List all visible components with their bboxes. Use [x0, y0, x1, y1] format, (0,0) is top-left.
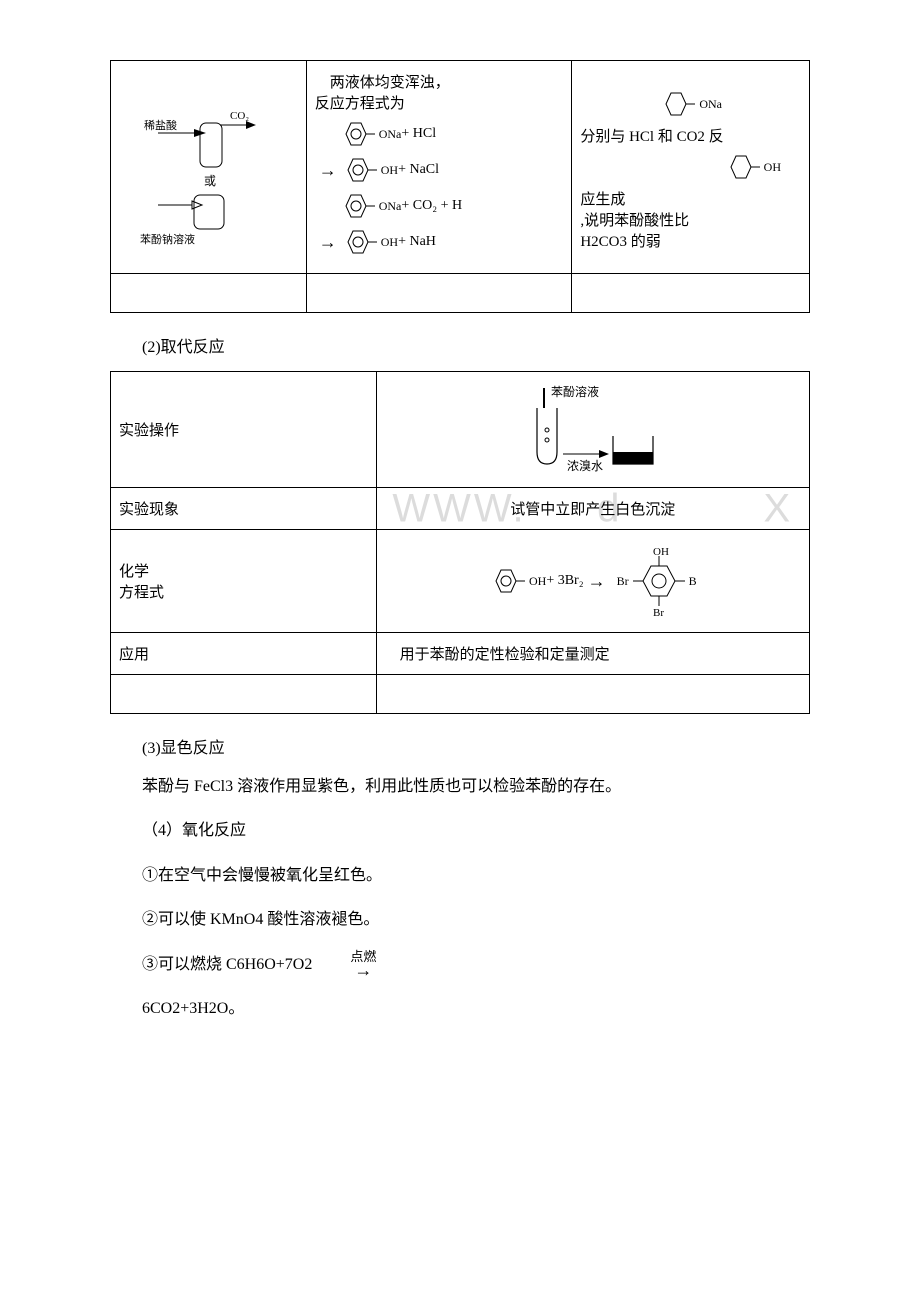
tube-svg: 稀盐酸 CO₂ 或 苯酚钠溶液 — [138, 87, 278, 247]
benzene-oh: OH — [580, 152, 801, 182]
arrow-icon: → — [322, 961, 372, 979]
label-acid: 稀盐酸 — [144, 118, 177, 132]
table-row-empty — [111, 675, 810, 714]
section-4-heading: （4）氧化反应 — [110, 816, 810, 846]
label-phenolate: 苯酚钠溶液 — [140, 232, 195, 246]
section-3-heading: (3)显色反应 — [110, 734, 810, 758]
bromination-equation: OH + 3Br₂ → Br OH Br B — [385, 546, 801, 616]
substituent: OH — [381, 235, 398, 250]
eq-text: + NaCl — [398, 162, 439, 178]
label-or: 或 — [204, 174, 216, 188]
tube-diagram-icon: 苯酚溶液 浓溴水 — [513, 382, 673, 472]
item3-pre: ③可以燃烧 C6H6O+7O2 — [142, 956, 316, 973]
table-substitution: 实验操作 苯酚溶液 浓溴水 实验现象 — [110, 371, 810, 714]
empty-cell — [572, 274, 810, 313]
section-4-item-1: ①在空气中会慢慢被氧化呈红色。 — [110, 861, 810, 891]
equation-3: ONa + CO₂ + H — [315, 191, 564, 221]
eq-text: + HCl — [401, 126, 436, 142]
section-4-item-4: 6CO2+3H2O。 — [110, 994, 810, 1024]
row-content: 苯酚溶液 浓溴水 — [376, 372, 809, 488]
table-row: 实验现象 WWW. d X 试管中立即产生白色沉淀 — [111, 488, 810, 530]
cell-diagram: 稀盐酸 CO₂ 或 苯酚钠溶液 — [111, 61, 307, 274]
explain-line-2: 应生成 — [580, 188, 801, 209]
substituent: ONa — [379, 127, 402, 142]
arrow-icon: → — [319, 232, 337, 253]
intro-text-1: 两液体均变浑浊， — [315, 71, 564, 92]
br-right: B — [689, 574, 697, 589]
svg-text:苯酚溶液: 苯酚溶液 — [551, 384, 599, 399]
equation-1: ONa + HCl — [315, 119, 564, 149]
row-content: WWW. d X 试管中立即产生白色沉淀 — [376, 488, 809, 530]
table-row: 稀盐酸 CO₂ 或 苯酚钠溶液 两液体均变浑浊， — [111, 61, 810, 274]
eq-text: + CO₂ + H — [401, 198, 462, 214]
row2-value-text: 试管中立即产生白色沉淀 — [510, 502, 675, 518]
label-gas: CO₂ — [230, 110, 249, 122]
benzene-icon — [339, 119, 379, 149]
benzene-icon — [724, 152, 764, 182]
row-content: OH + 3Br₂ → Br OH Br B — [376, 530, 809, 633]
row-label: 应用 — [111, 633, 377, 675]
cell-explanation: ONa 分别与 HCl 和 CO2 反 OH 应生成 ,说明苯酚酸性比 H2CO… — [572, 61, 810, 274]
row-label: 实验现象 — [111, 488, 377, 530]
empty-cell — [111, 675, 377, 714]
empty-cell — [306, 274, 572, 313]
label-line-a: 化学 — [119, 560, 368, 581]
apparatus-diagram: 稀盐酸 CO₂ 或 苯酚钠溶液 — [119, 87, 298, 247]
section-3-text: 苯酚与 FeCl3 溶液作用显紫色，利用此性质也可以检验苯酚的存在。 — [110, 772, 810, 802]
substituent: OH — [764, 160, 781, 175]
substituent: ONa — [379, 199, 402, 214]
intro-text-2: 反应方程式为 — [315, 92, 564, 113]
arrow-icon: → — [588, 571, 606, 592]
svg-text:OH: OH — [653, 546, 669, 558]
section-2-heading: (2)取代反应 — [110, 333, 810, 357]
explain-line-3: ,说明苯酚酸性比 — [580, 209, 801, 230]
row-label: 化学 方程式 — [111, 530, 377, 633]
row2-label-text: 实验现象 — [119, 502, 179, 518]
explain-line-1: 分别与 HCl 和 CO2 反 — [580, 125, 801, 146]
table-row-empty — [111, 274, 810, 313]
table-row: 化学 方程式 OH + 3Br₂ → Br OH — [111, 530, 810, 633]
label-line-b: 方程式 — [119, 581, 368, 602]
explain-line-4: H2CO3 的弱 — [580, 230, 801, 251]
br-left: Br — [617, 574, 629, 589]
row-label: 实验操作 — [111, 372, 377, 488]
empty-cell — [111, 274, 307, 313]
equation-4: → OH + NaH — [315, 227, 564, 257]
combustion-arrow: 点燃 → — [318, 950, 376, 979]
table-row: 实验操作 苯酚溶液 浓溴水 — [111, 372, 810, 488]
svg-text:Br: Br — [653, 607, 664, 616]
benzene-product-icon: OH Br — [629, 546, 689, 616]
eq-text: + NaH — [398, 234, 436, 250]
benzene-icon — [659, 89, 699, 119]
row4-text: 用于苯酚的定性检验和定量测定 — [385, 647, 610, 663]
section-4-item-3: ③可以燃烧 C6H6O+7O2 点燃 → — [110, 950, 810, 980]
empty-cell — [376, 675, 809, 714]
section-4-item-2: ②可以使 KMnO4 酸性溶液褪色。 — [110, 905, 810, 935]
row-content: 用于苯酚的定性检验和定量测定 — [376, 633, 809, 675]
svg-text:浓溴水: 浓溴水 — [567, 459, 603, 472]
arrow-icon: → — [319, 160, 337, 181]
substituent: OH — [529, 574, 546, 589]
equation-2: → OH + NaCl — [315, 155, 564, 185]
benzene-icon — [341, 227, 381, 257]
benzene-ona: ONa — [580, 89, 801, 119]
table-acidity: 稀盐酸 CO₂ 或 苯酚钠溶液 两液体均变浑浊， — [110, 60, 810, 313]
eq-text: + 3Br₂ — [546, 573, 583, 589]
substituent: OH — [381, 163, 398, 178]
substituent: ONa — [699, 97, 722, 112]
table-row: 应用 用于苯酚的定性检验和定量测定 — [111, 633, 810, 675]
benzene-icon — [339, 191, 379, 221]
benzene-icon — [341, 155, 381, 185]
benzene-icon — [489, 566, 529, 596]
cell-equations: 两液体均变浑浊， 反应方程式为 ONa + HCl → OH — [306, 61, 572, 274]
